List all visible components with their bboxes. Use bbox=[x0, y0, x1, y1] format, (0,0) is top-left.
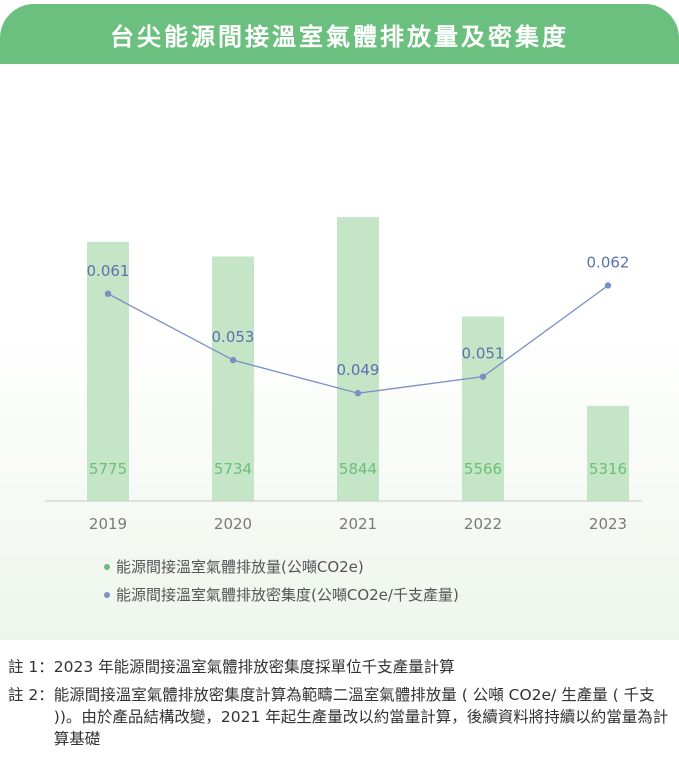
title-bar: 台尖能源間接溫室氣體排放量及密集度 bbox=[0, 4, 679, 64]
x-tick-label-2023: 2023 bbox=[589, 515, 627, 533]
bar-value-label-2022: 5566 bbox=[464, 460, 502, 478]
footnote-2-text: 能源間接溫室氣體排放密集度計算為範疇二溫室氣體排放量 ( 公噸 CO2e/ 生產… bbox=[53, 686, 669, 748]
footnote-1-text: 2023 年能源間接溫室氣體排放密集度採單位千支產量計算 bbox=[53, 658, 455, 676]
legend-item-intensity: 能源間接溫室氣體排放密集度(公噸CO2e/千支產量) bbox=[104, 584, 459, 605]
legend-dot-intensity bbox=[104, 591, 110, 598]
bar-2022 bbox=[462, 316, 504, 501]
bar-2023 bbox=[587, 405, 629, 501]
bar-value-label-2019: 5775 bbox=[89, 460, 127, 478]
bar-2021 bbox=[337, 217, 379, 501]
combo-chart: 5775 5734 5844 5566 5316 2019 2020 2021 2022 2023… bbox=[45, 217, 642, 533]
footnote-1-label: 註 1： bbox=[8, 658, 54, 676]
x-tick-label-2021: 2021 bbox=[339, 515, 377, 533]
x-tick-label-2022: 2022 bbox=[464, 515, 502, 533]
intensity-point-2021 bbox=[354, 390, 362, 397]
footnote-2-label: 註 2： bbox=[8, 686, 54, 704]
x-tick-label-2020: 2020 bbox=[214, 515, 252, 533]
legend-label-intensity: 能源間接溫室氣體排放密集度(公噸CO2e/千支產量) bbox=[116, 586, 459, 604]
legend-dot-emissions bbox=[104, 563, 110, 570]
intensity-point-2023 bbox=[604, 282, 612, 289]
legend-label-emissions: 能源間接溫室氣體排放量(公噸CO2e) bbox=[116, 558, 364, 576]
footnote-1: 註 1： 2023 年能源間接溫室氣體排放密集度採單位千支產量計算 bbox=[8, 656, 676, 678]
legend-item-emissions: 能源間接溫室氣體排放量(公噸CO2e) bbox=[104, 556, 364, 577]
bar-value-label-2020: 5734 bbox=[214, 460, 252, 478]
intensity-point-2019 bbox=[104, 290, 112, 297]
intensity-point-2022 bbox=[479, 373, 487, 380]
intensity-point-2020 bbox=[229, 356, 237, 364]
chart-title: 台尖能源間接溫室氣體排放量及密集度 bbox=[110, 22, 569, 51]
bar-2019 bbox=[87, 241, 129, 501]
intensity-value-label-2023: 0.062 bbox=[587, 253, 630, 271]
intensity-value-label-2019: 0.061 bbox=[87, 262, 130, 280]
footnotes: 註 1： 2023 年能源間接溫室氣體排放密集度採單位千支產量計算 註 2： 能… bbox=[8, 656, 676, 756]
bar-value-label-2021: 5844 bbox=[339, 460, 377, 478]
footnote-2: 註 2： 能源間接溫室氣體排放密集度計算為範疇二溫室氣體排放量 ( 公噸 CO2… bbox=[8, 684, 676, 750]
intensity-value-label-2022: 0.051 bbox=[462, 345, 505, 363]
bar-2020 bbox=[212, 256, 254, 501]
x-tick-label-2019: 2019 bbox=[89, 515, 127, 533]
intensity-value-label-2021: 0.049 bbox=[337, 361, 380, 379]
bar-value-label-2023: 5316 bbox=[589, 460, 627, 478]
intensity-value-label-2020: 0.053 bbox=[212, 328, 255, 346]
